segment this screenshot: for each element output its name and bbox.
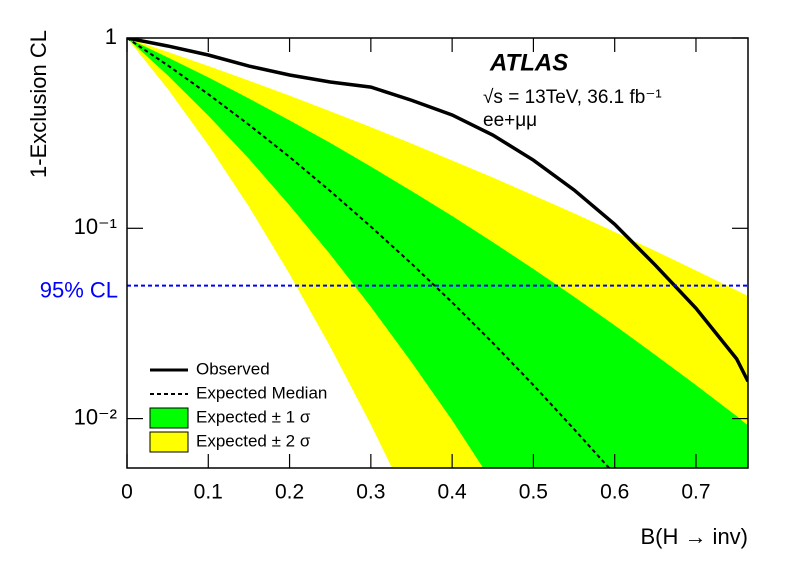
- x-tick-label: 0.2: [275, 481, 304, 504]
- legend-swatch: [149, 407, 189, 429]
- x-tick-label: 0.5: [519, 481, 548, 504]
- plot-frame: [126, 37, 749, 469]
- x-tick-label: 0.4: [438, 481, 468, 504]
- legend-label: Expected Median: [196, 383, 327, 402]
- legend-label: Expected ± 2 σ: [196, 431, 311, 450]
- x-tick-label: 0: [121, 481, 133, 504]
- y-tick-label: 10⁻²: [74, 404, 117, 429]
- x-tick-label: 0.6: [600, 481, 629, 504]
- reference-label: 95% CL: [40, 277, 118, 302]
- legend-swatch: [149, 431, 189, 453]
- annotation: ee+μμ: [483, 110, 537, 131]
- line: [127, 38, 611, 468]
- band: [127, 38, 748, 468]
- chart-title: ATLAS: [489, 49, 568, 76]
- x-tick-label: 0.1: [194, 481, 223, 504]
- x-tick-label: 0.3: [356, 481, 385, 504]
- legend-label: Observed: [196, 359, 270, 378]
- x-tick-label: 0.7: [681, 481, 710, 504]
- plot-area: [127, 38, 748, 468]
- y-tick-label: 1: [105, 24, 117, 49]
- x-axis-label: B(H → inv): [640, 524, 748, 549]
- y-tick-label: 10⁻¹: [74, 214, 117, 239]
- legend-label: Expected ± 1 σ: [196, 407, 311, 426]
- y-axis-label: 1-Exclusion CL: [26, 30, 51, 178]
- line: [127, 38, 748, 383]
- annotation: √s = 13TeV, 36.1 fb⁻¹: [483, 87, 662, 108]
